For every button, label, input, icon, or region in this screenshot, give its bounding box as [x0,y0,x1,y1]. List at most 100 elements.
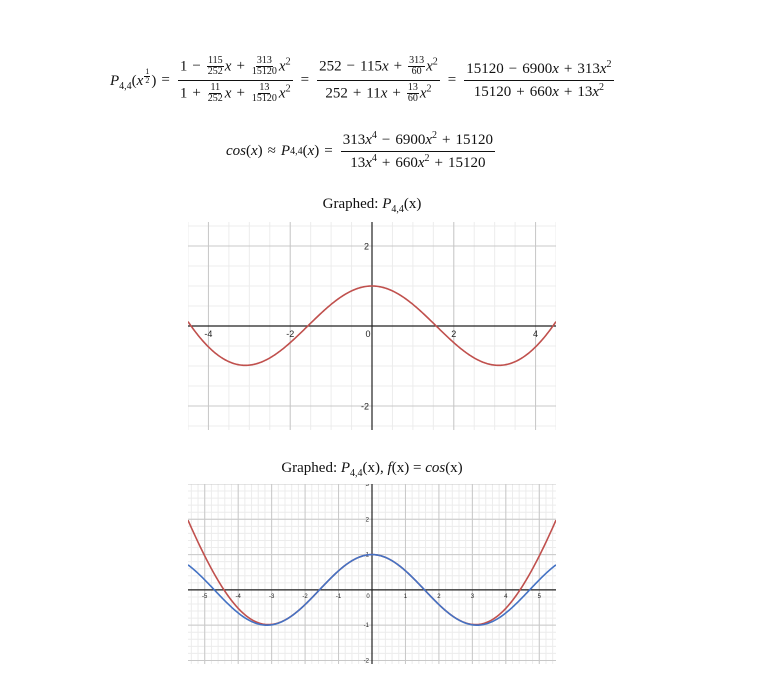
var: x [592,83,600,100]
equals-sign-1: = [161,71,170,88]
term: 1 [179,84,188,101]
fraction-3: 15120−6900x +313x2 15120 +660x +13x2 [464,58,614,101]
op: + [434,154,443,171]
term: 15120 [466,60,504,77]
var: x [417,154,425,171]
power: 2 [285,82,291,94]
rational-denominator: 13x4 +660x2 +15120 [348,152,487,172]
y-tick-label: 2 [364,242,369,252]
fraction-1-numerator: 1−115 252 x +313 15120 x2 [177,54,293,81]
coef-den: 15120 [251,66,277,77]
equals-sign: = [324,142,333,159]
term: 11 [366,84,381,101]
var: x [552,83,559,100]
rational-numerator: 313x4−6900x2 +15120 [340,129,495,152]
y-tick-label: -2 [361,402,369,412]
var: x [224,84,232,101]
y-tick-label: 2 [366,517,370,523]
term: 252 [325,84,348,101]
fraction-3-denominator: 15120 +660x +13x2 [472,81,606,101]
op: + [192,84,201,101]
title-cos: cos [425,460,446,476]
op: + [236,57,245,74]
var: x [224,57,232,74]
power: 2 [432,129,438,141]
close-paren: ) [314,142,320,159]
lhs-exp-num: 1 [144,66,151,78]
series-line-cos [188,553,556,626]
title-prefix: Graphed: [281,460,338,476]
x-tick-label: 0 [365,329,370,339]
term: 15120 [448,154,486,171]
x-tick-label: -3 [269,594,275,600]
close-paren: ) [257,142,263,159]
x-tick-label: 4 [504,594,508,600]
coef-num: 115 [206,54,224,67]
lhs-close-paren: ) [151,73,157,90]
rational-function: 313x4−6900x2 +15120 13x4 +660x2 +15120 [340,129,495,172]
op: + [392,84,401,101]
x-tick-label: -4 [236,594,242,600]
graph-1-plot: -4 -2 0 2 4 2 -2 [188,222,556,430]
title-arg: (x) [403,196,422,212]
var: x [251,142,258,159]
coef-num: 13 [406,81,419,94]
term: 13 [350,154,366,171]
term: 6900 [395,131,426,148]
op: − [508,60,518,77]
coef-num: 313 [255,54,273,67]
x-tick-label: 0 [366,594,370,600]
x-tick-label: 4 [533,329,538,339]
lhs: P4,4(x 1 2) [110,66,157,93]
var: x [365,131,372,148]
op: + [236,84,245,101]
var: x [381,57,389,74]
var: x [278,57,286,74]
term: 252 [319,57,342,74]
fraction-2-denominator: 252 +11x +13 60 x2 [323,81,433,105]
x-tick-label: 2 [437,594,441,600]
coef-num: 313 [408,54,426,67]
op: + [563,83,573,100]
title-sub: 4,4 [350,468,363,479]
cos-function: cos [226,142,246,159]
op: − [192,57,201,74]
term: 13 [577,83,593,100]
power: 2 [606,58,612,70]
coef-den: 252 [207,93,223,104]
var: x [365,154,372,171]
graph-2-title: Graphed: P4,4(x), f(x) = cos(x) [188,460,556,479]
power: 2 [426,82,432,94]
term: 1 [179,57,188,74]
op: − [381,131,391,148]
x-tick-label: -4 [204,329,212,339]
x-tick-label: 2 [451,329,456,339]
fraction-2: 252−115x +313 60 x2 252 +11x +13 60 x2 [317,54,440,105]
term: 313 [577,60,600,77]
fraction-3-numerator: 15120−6900x +313x2 [464,58,614,81]
term: 15120 [473,83,512,100]
equation-pade-expansion: P4,4(x 1 2) = 1−115 252 x +313 15120 x2 1 +11 252… [110,54,617,105]
var: x [278,84,286,101]
title-prefix: Graphed: [322,196,379,212]
power: 2 [432,55,438,67]
power: 4 [371,152,377,164]
term: 660 [395,154,418,171]
var: x [426,57,433,74]
coef-den: 15120 [251,93,277,104]
equals-sign-3: = [447,71,457,88]
coef-num: 11 [209,81,222,94]
series-line-pade [188,285,556,367]
fraction-1-denominator: 1 +11 252 x +13 15120 x2 [178,81,293,105]
graph-1-title: Graphed: P4,4(x) [188,196,556,215]
x-tick-label: -1 [336,594,342,600]
op: + [352,84,362,101]
op: + [381,154,391,171]
term: 313 [342,131,366,148]
term: 115 [360,57,382,74]
equals-sign-2: = [300,71,310,88]
open-paren: ( [302,142,308,159]
lhs-subscript: 4,4 [119,81,132,93]
